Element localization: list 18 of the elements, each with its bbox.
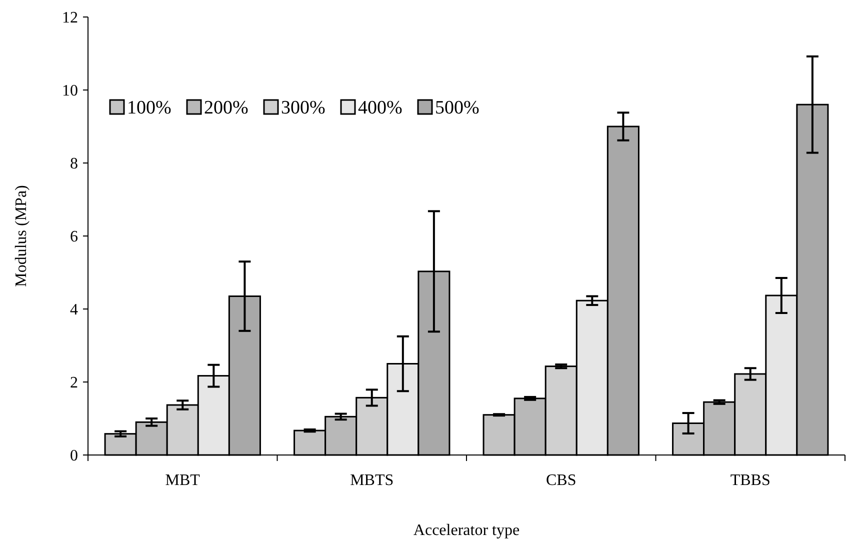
x-tick-label: CBS bbox=[546, 472, 576, 489]
legend-label: 500% bbox=[435, 98, 480, 119]
y-axis-title: Modulus (MPa) bbox=[13, 185, 30, 287]
y-tick-label: 2 bbox=[70, 374, 78, 392]
legend-label: 300% bbox=[281, 98, 326, 119]
y-tick-label: 6 bbox=[70, 228, 78, 246]
y-tick-label: 8 bbox=[70, 156, 78, 173]
y-tick-label: 0 bbox=[70, 448, 78, 465]
x-axis-title: Accelerator type bbox=[413, 522, 520, 539]
y-tick-label: 10 bbox=[62, 82, 78, 100]
legend-label: 400% bbox=[358, 98, 402, 119]
legend-label: 100% bbox=[127, 98, 172, 119]
x-tick-label: TBBS bbox=[730, 472, 770, 489]
y-tick-label: 12 bbox=[62, 10, 78, 27]
y-tick-label: 4 bbox=[70, 302, 78, 319]
x-tick-label: MBT bbox=[165, 472, 200, 489]
legend-label: 200% bbox=[204, 98, 248, 119]
x-tick-label: MBTS bbox=[350, 472, 394, 489]
